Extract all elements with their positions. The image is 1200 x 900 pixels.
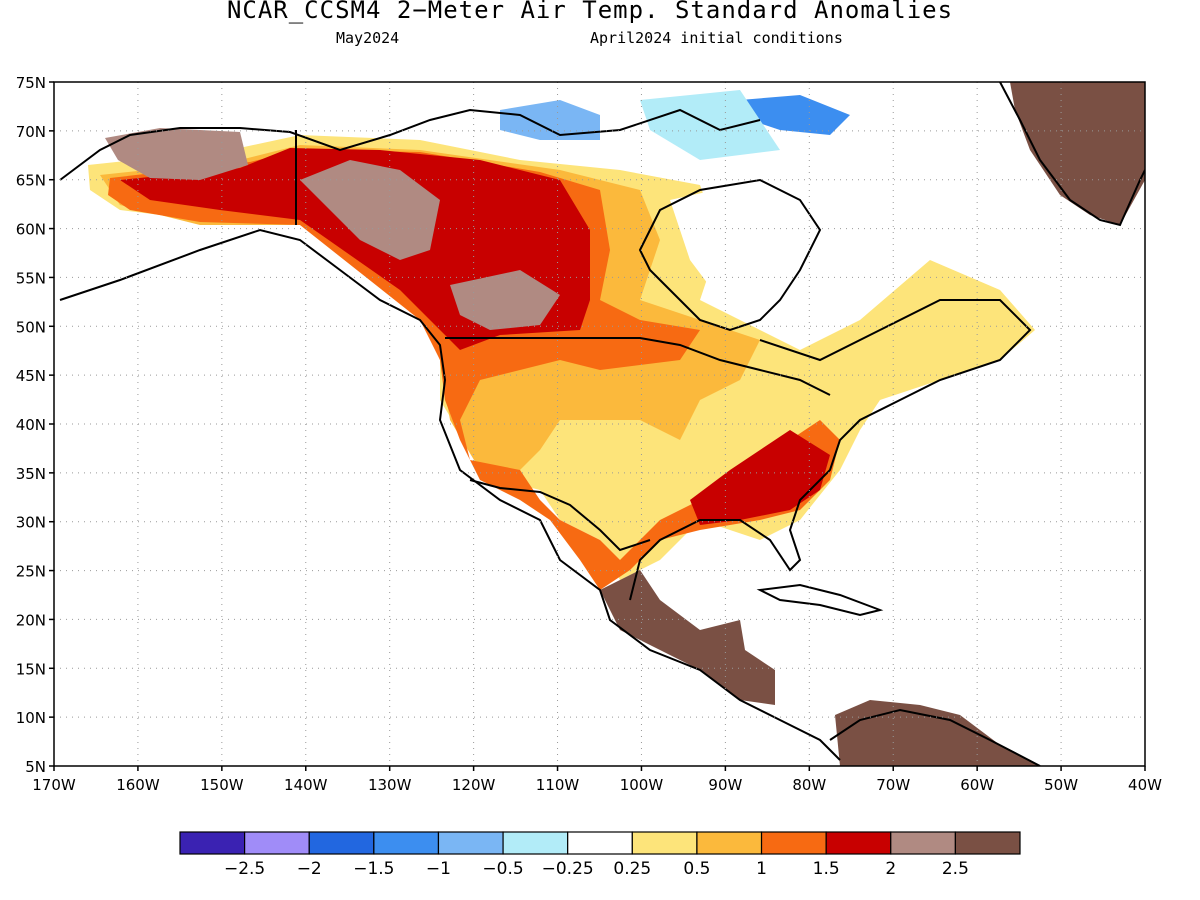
colorbar-swatch [567, 831, 633, 855]
initial-conditions-label: April2024 initial conditions [590, 29, 843, 47]
anomaly-region-brown-greenland [1010, 82, 1145, 225]
coastline-northamerica [59, 228, 841, 761]
colorbar-tick-label: 1.5 [813, 859, 840, 879]
colorbar-tick-label: 2 [885, 859, 896, 879]
valid-month-label: May2024 [336, 29, 400, 47]
colorbar-swatch [631, 831, 698, 855]
lat-tick-label: 65N [16, 172, 46, 190]
colorbar-swatch [825, 831, 892, 855]
lon-tick-label: 120W [452, 776, 496, 794]
anomaly-region-neutral-hudson [670, 180, 900, 330]
colorbar-tick-label: −0.25 [542, 859, 594, 879]
colorbar-tick-label: −1 [426, 859, 451, 879]
colorbar-tick-label: 0.5 [683, 859, 710, 879]
lon-tick-label: 40W [1128, 776, 1162, 794]
anomaly-region-brown-yukon [300, 160, 440, 260]
lat-tick-label: 40N [16, 416, 46, 434]
colorbar-tick-label: 2.5 [942, 859, 969, 879]
colorbar-tick-label: −0.5 [482, 859, 523, 879]
colorbar-swatch [437, 831, 504, 855]
lat-tick-label: 15N [16, 660, 46, 678]
lat-tick-label: 75N [16, 74, 46, 92]
anomaly-region-blue-ellesmere [740, 95, 850, 135]
lon-tick-label: 130W [368, 776, 412, 794]
border-us-canada [445, 337, 831, 396]
colorbar-swatch [244, 831, 310, 855]
coastline-hudson-bay [638, 178, 822, 332]
latitude-axis: 75N 70N 65N 60N 55N 50N 45N 40N 35N 30N 25N 20N 15N 1… [16, 74, 54, 776]
colorbar-swatch [373, 831, 440, 855]
lon-tick-label: 80W [792, 776, 826, 794]
lon-tick-label: 60W [960, 776, 994, 794]
lat-tick-label: 5N [25, 758, 46, 776]
colorbar-swatch [890, 831, 956, 855]
lon-tick-label: 50W [1044, 776, 1078, 794]
lat-tick-label: 30N [16, 514, 46, 532]
colorbar-swatch [696, 831, 763, 855]
anomaly-region-red-southeast [690, 430, 830, 525]
map-title: NCAR_CCSM4 2−Meter Air Temp. Standard An… [226, 0, 954, 24]
lat-tick-label: 10N [16, 709, 46, 727]
lat-tick-label: 45N [16, 367, 46, 385]
lat-tick-label: 25N [16, 563, 46, 581]
coastline-east [629, 299, 1032, 601]
lon-tick-label: 160W [116, 776, 160, 794]
lat-tick-label: 20N [16, 611, 46, 629]
colorbar-tick-label: 0.25 [613, 859, 651, 879]
lon-tick-label: 100W [620, 776, 664, 794]
colorbar-tick-label: −1.5 [353, 859, 394, 879]
lon-tick-label: 150W [200, 776, 244, 794]
colorbar [179, 831, 1021, 855]
lat-tick-label: 55N [16, 269, 46, 287]
lon-tick-label: 90W [708, 776, 742, 794]
lon-tick-label: 110W [536, 776, 580, 794]
anomaly-region-brown-alaska [105, 128, 248, 180]
colorbar-tick-label: 1 [756, 859, 767, 879]
lat-tick-label: 50N [16, 318, 46, 336]
coastline-southamerica [829, 708, 1041, 766]
coastline-arctic [59, 108, 761, 181]
colorbar-tick-label: −2.5 [224, 859, 265, 879]
lon-tick-label: 170W [32, 776, 76, 794]
coastlines [59, 82, 1145, 766]
coastline-greenland [999, 82, 1145, 227]
colorbar-swatch [760, 831, 827, 855]
lon-tick-label: 140W [284, 776, 328, 794]
lat-tick-label: 60N [16, 221, 46, 239]
coastline-cuba [756, 583, 884, 617]
border-us-mexico [469, 479, 651, 552]
colorbar-swatch [179, 831, 246, 855]
colorbar-swatch [954, 831, 1021, 855]
anomaly-region-brown-southamerica [835, 700, 1040, 766]
colorbar-tick-label: −2 [297, 859, 322, 879]
colorbar-swatch [308, 831, 375, 855]
colorbar-labels: −2.5 −2 −1.5 −1 −0.5 −0.25 0.25 0.5 1 1.5 2 2.5 [224, 859, 969, 879]
anomaly-region-brown-alberta [450, 270, 560, 330]
longitude-axis: 170W 160W 150W 140W 130W 120W 110W 100W 90W 80W 70… [32, 766, 1162, 794]
lat-tick-label: 70N [16, 123, 46, 141]
graticule [54, 82, 1145, 766]
lon-tick-label: 70W [876, 776, 910, 794]
anomaly-region-brown-mexico [600, 570, 775, 705]
colorbar-swatch [502, 831, 569, 855]
lat-tick-label: 35N [16, 465, 46, 483]
anomaly-region-blue-arctic [500, 100, 600, 140]
